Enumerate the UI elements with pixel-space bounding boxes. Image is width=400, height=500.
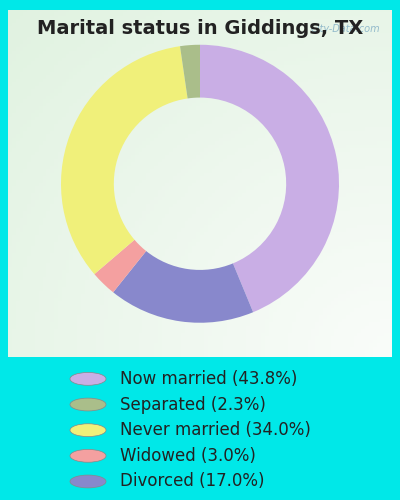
Text: Now married (43.8%): Now married (43.8%) (120, 370, 297, 388)
Wedge shape (180, 45, 200, 98)
Text: Divorced (17.0%): Divorced (17.0%) (120, 472, 264, 490)
Circle shape (70, 398, 106, 411)
Wedge shape (61, 46, 188, 274)
Circle shape (70, 372, 106, 386)
Wedge shape (113, 251, 253, 322)
Text: Never married (34.0%): Never married (34.0%) (120, 421, 311, 439)
Text: Separated (2.3%): Separated (2.3%) (120, 396, 266, 413)
Text: Widowed (3.0%): Widowed (3.0%) (120, 447, 256, 465)
Text: City-Data.com: City-Data.com (311, 24, 380, 34)
Text: Marital status in Giddings, TX: Marital status in Giddings, TX (37, 19, 363, 38)
Wedge shape (200, 45, 339, 312)
Circle shape (70, 424, 106, 436)
Wedge shape (94, 240, 146, 292)
Circle shape (70, 450, 106, 462)
Circle shape (70, 475, 106, 488)
